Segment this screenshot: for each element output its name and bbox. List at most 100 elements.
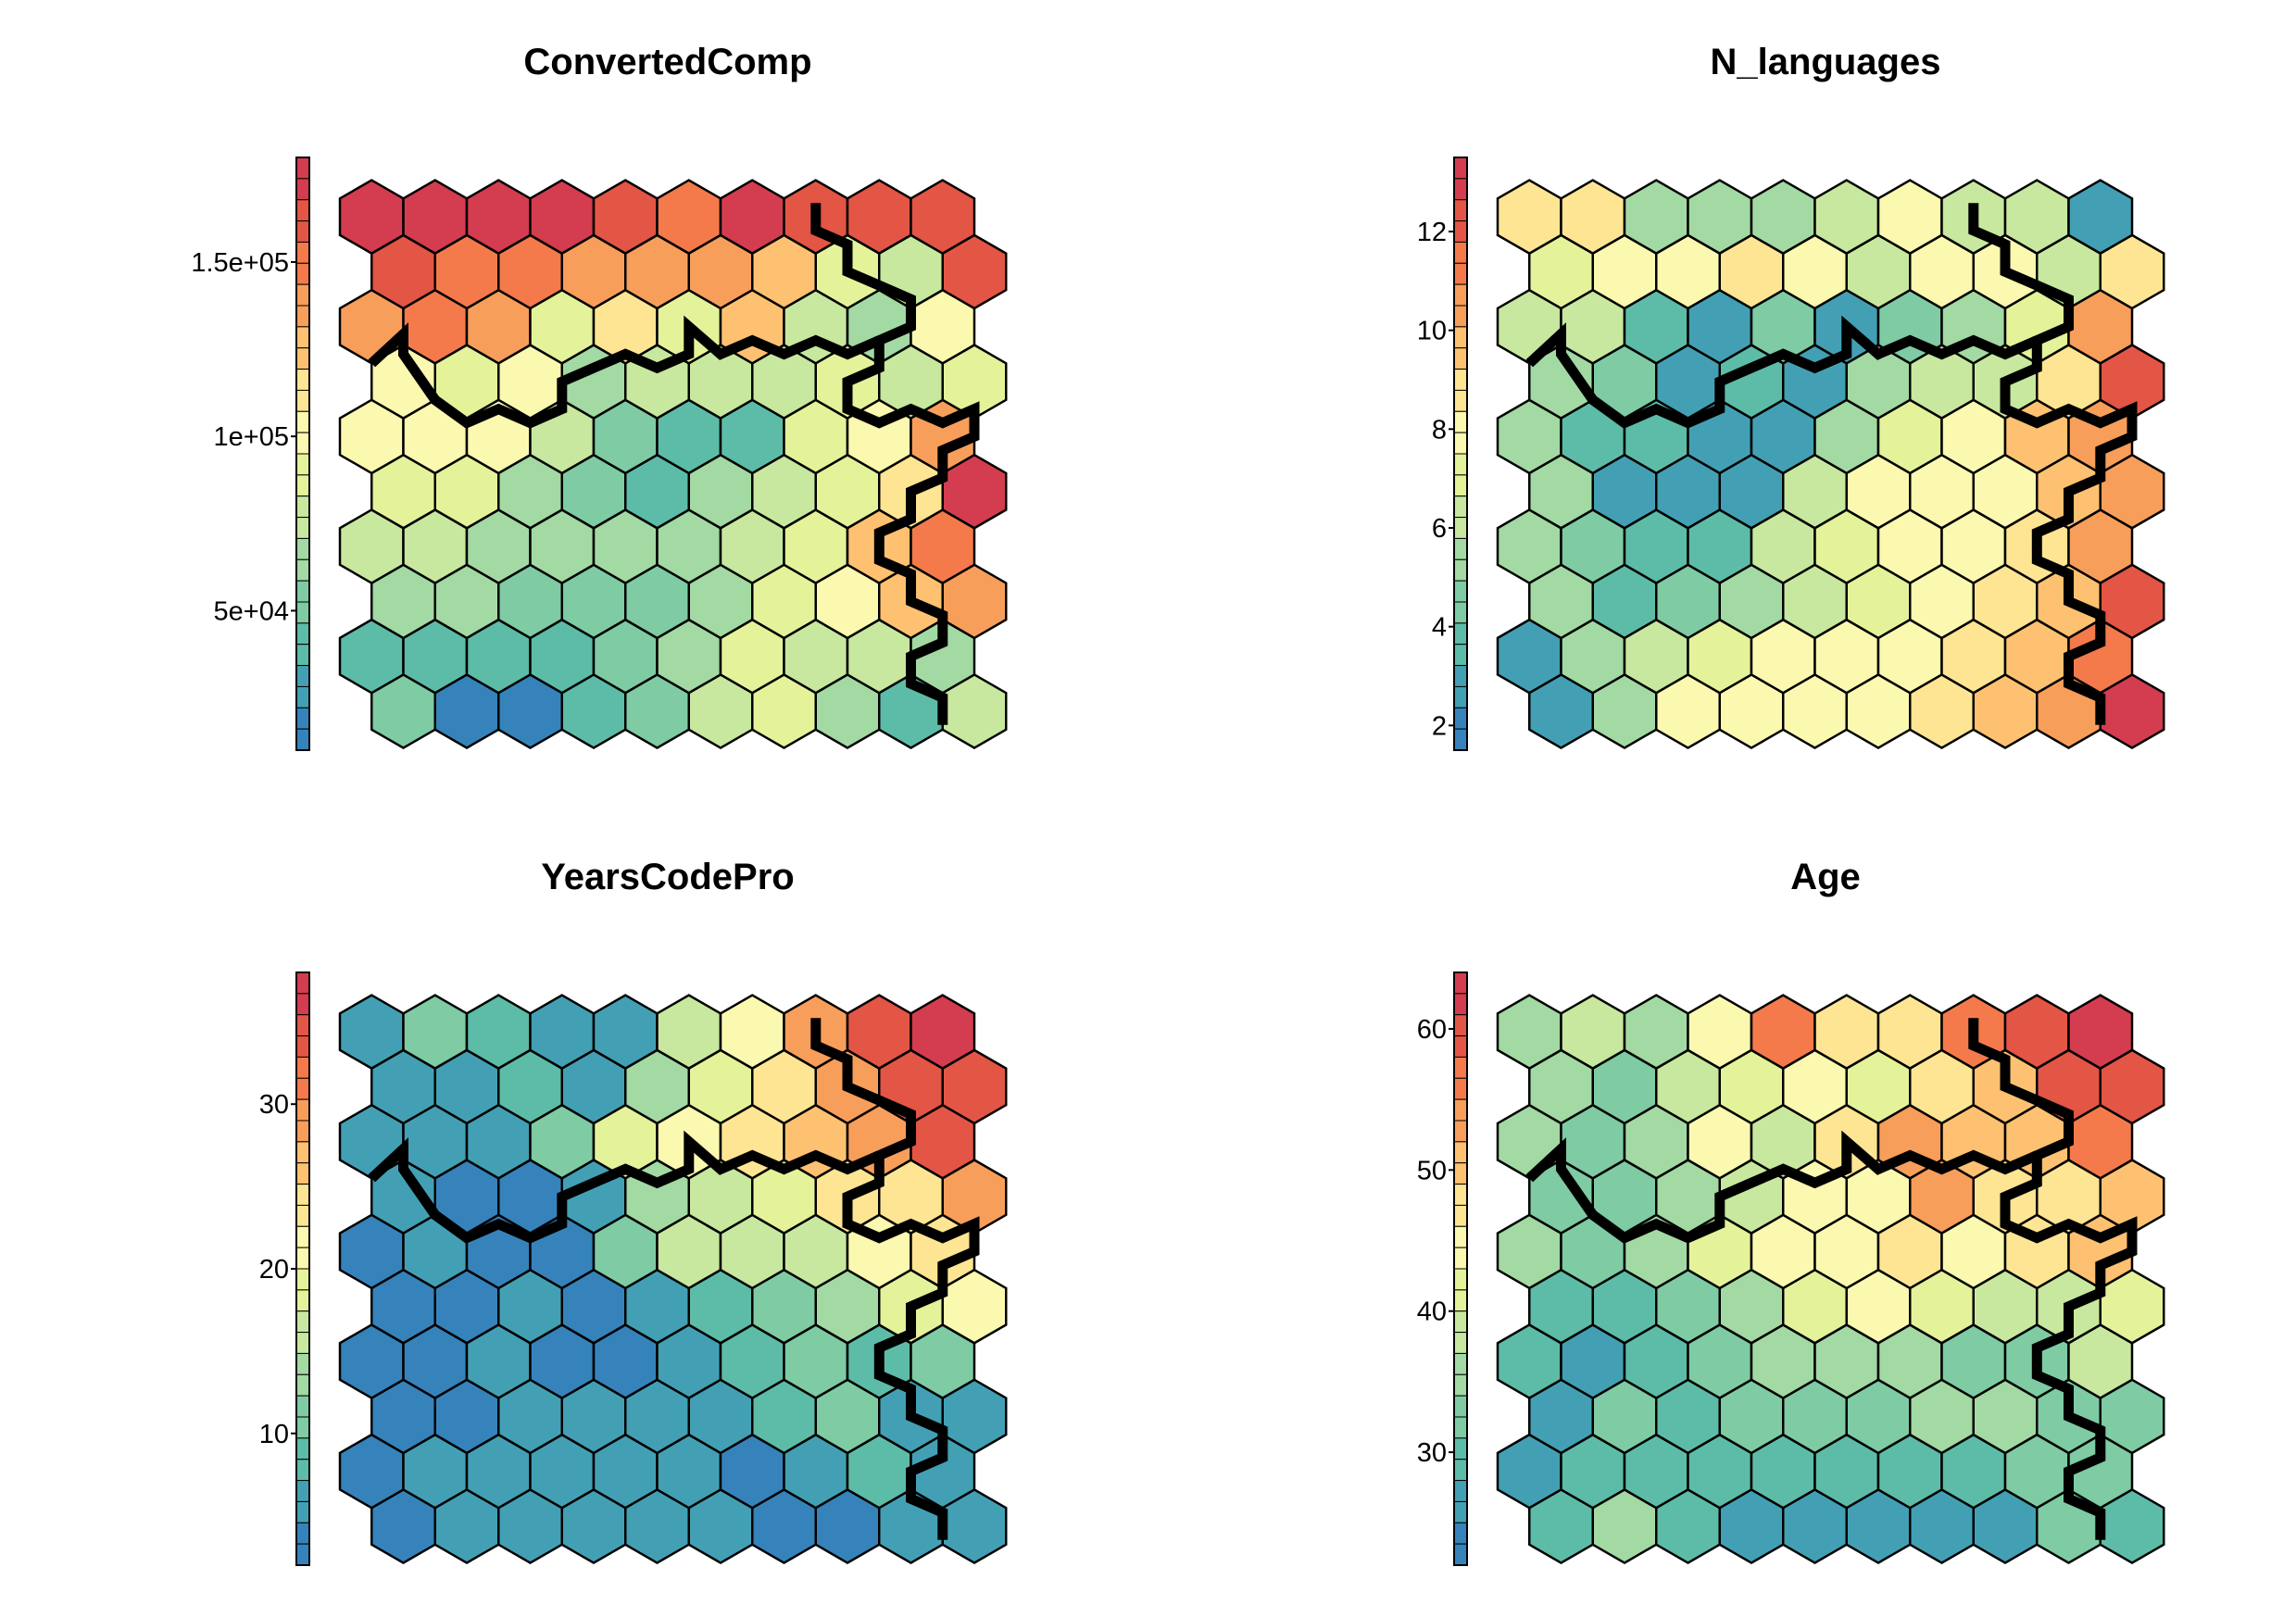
colorbar-segment bbox=[1453, 326, 1468, 349]
colorbar-segment bbox=[1453, 601, 1468, 624]
cluster-boundary-line bbox=[368, 1130, 882, 1244]
colorbar-frame bbox=[1453, 157, 1468, 751]
colorbar-segment bbox=[1453, 283, 1468, 307]
cluster-boundary-line bbox=[1525, 1130, 2039, 1244]
colorbar-tick-label: 4 bbox=[1432, 613, 1447, 643]
colorbar-segment bbox=[295, 474, 310, 497]
colorbar-segment bbox=[295, 1184, 310, 1206]
colorbar-segment bbox=[1453, 1543, 1468, 1566]
colorbar-segment bbox=[295, 178, 310, 201]
colorbar-segment bbox=[1453, 199, 1468, 222]
panel-yearscodepro: YearsCodePro 10 20 30 bbox=[259, 857, 1008, 1566]
hex-cell bbox=[2067, 179, 2134, 256]
colorbar-segment bbox=[295, 707, 310, 730]
colorbar-segment bbox=[295, 305, 310, 328]
colorbar-segment bbox=[295, 537, 310, 560]
colorbar-segment bbox=[295, 1247, 310, 1270]
colorbar-segment bbox=[1453, 580, 1468, 603]
panel-convertedcomp: ConvertedComp 5e+04 1e+05 1.5e+05 bbox=[191, 42, 1008, 751]
colorbar-segment bbox=[295, 1522, 310, 1545]
colorbar-tick-label: 40 bbox=[1417, 1297, 1447, 1327]
colorbar-segment bbox=[295, 1310, 310, 1334]
colorbar-segment bbox=[1453, 1035, 1468, 1058]
colorbar-tick-label: 20 bbox=[259, 1255, 289, 1285]
colorbar-segment bbox=[1453, 1056, 1468, 1079]
colorbar-segment bbox=[295, 1373, 310, 1397]
colorbar-segment bbox=[295, 199, 310, 222]
colorbar-segment bbox=[1453, 971, 1468, 995]
colorbar-segment bbox=[1453, 178, 1468, 201]
colorbar-segment bbox=[295, 157, 310, 180]
colorbar-segment bbox=[1453, 1416, 1468, 1439]
colorbar-segment bbox=[1453, 665, 1468, 687]
colorbar-segment bbox=[295, 262, 310, 285]
colorbar-segment bbox=[1453, 1310, 1468, 1334]
cluster-boundary-line bbox=[368, 315, 882, 429]
panel-title: YearsCodePro bbox=[541, 857, 794, 897]
colorbar-segment bbox=[295, 1162, 310, 1185]
cluster-boundary-line bbox=[1968, 1018, 2138, 1540]
colorbar-segment bbox=[295, 389, 310, 412]
colorbar-tick-label: 6 bbox=[1432, 514, 1447, 544]
hex-grid bbox=[338, 994, 1008, 1564]
colorbar-segment bbox=[1453, 474, 1468, 497]
colorbar-segment bbox=[295, 665, 310, 687]
colorbar-segment bbox=[1453, 1098, 1468, 1122]
colorbar-segment bbox=[1453, 157, 1468, 180]
colorbar-tick-label: 10 bbox=[259, 1420, 289, 1449]
hex-grid bbox=[338, 179, 1008, 749]
colorbar-segment bbox=[295, 971, 310, 995]
cluster-boundary bbox=[368, 203, 980, 725]
colorbar-segment bbox=[1453, 369, 1468, 391]
colorbar: 2 4 6 8 10 12 bbox=[1417, 157, 1468, 751]
colorbar-segment bbox=[1453, 1500, 1468, 1523]
panel-age: Age 30 40 50 60 bbox=[1417, 857, 2165, 1566]
colorbar-segment bbox=[295, 347, 310, 370]
colorbar-frame bbox=[1453, 971, 1468, 1566]
panel-title: ConvertedComp bbox=[523, 42, 811, 82]
colorbar-tick-label: 12 bbox=[1417, 218, 1447, 247]
colorbar-segment bbox=[1453, 1522, 1468, 1545]
colorbar-tick-label: 50 bbox=[1417, 1156, 1447, 1185]
cluster-boundary-line bbox=[810, 1018, 980, 1540]
cluster-boundary-line bbox=[1968, 203, 2138, 725]
colorbar-tick-label: 1.5e+05 bbox=[191, 248, 289, 278]
colorbar-segment bbox=[295, 601, 310, 624]
panel-title: N_languages bbox=[1711, 42, 1941, 82]
colorbar-segment bbox=[295, 1098, 310, 1122]
colorbar-segment bbox=[1453, 453, 1468, 476]
colorbar-segment bbox=[1453, 558, 1468, 582]
colorbar-segment bbox=[1453, 1204, 1468, 1227]
colorbar-segment bbox=[1453, 1352, 1468, 1375]
colorbar-segment bbox=[1453, 1373, 1468, 1397]
colorbar-segment bbox=[1453, 1395, 1468, 1418]
colorbar-segment bbox=[1453, 622, 1468, 646]
colorbar-segment bbox=[1453, 495, 1468, 519]
colorbar-segment bbox=[295, 1225, 310, 1248]
colorbar-segment bbox=[295, 1437, 310, 1460]
colorbar-segment bbox=[295, 1480, 310, 1502]
colorbar-segment bbox=[1453, 1120, 1468, 1143]
colorbar-tick-label: 60 bbox=[1417, 1015, 1447, 1045]
colorbar-tick-label: 1e+05 bbox=[214, 422, 289, 452]
colorbar-segment bbox=[1453, 432, 1468, 455]
colorbar-segment bbox=[295, 1500, 310, 1523]
colorbar-segment bbox=[295, 410, 310, 433]
colorbar-segment bbox=[295, 369, 310, 391]
colorbar-segment bbox=[1453, 1480, 1468, 1502]
colorbar-segment bbox=[1453, 241, 1468, 264]
colorbar-segment bbox=[295, 1289, 310, 1312]
colorbar-segment bbox=[295, 1352, 310, 1375]
colorbar-segment bbox=[1453, 1141, 1468, 1164]
colorbar-tick-label: 2 bbox=[1432, 711, 1447, 741]
colorbar-segment bbox=[295, 495, 310, 519]
colorbar-segment bbox=[1453, 1332, 1468, 1354]
colorbar-tick-label: 30 bbox=[259, 1090, 289, 1120]
colorbar-frame bbox=[295, 157, 310, 751]
colorbar-segment bbox=[295, 558, 310, 582]
colorbar-segment bbox=[295, 993, 310, 1016]
colorbar-segment bbox=[295, 220, 310, 243]
colorbar-segment bbox=[1453, 1289, 1468, 1312]
colorbar-segment bbox=[295, 1204, 310, 1227]
colorbar-segment bbox=[295, 728, 310, 751]
